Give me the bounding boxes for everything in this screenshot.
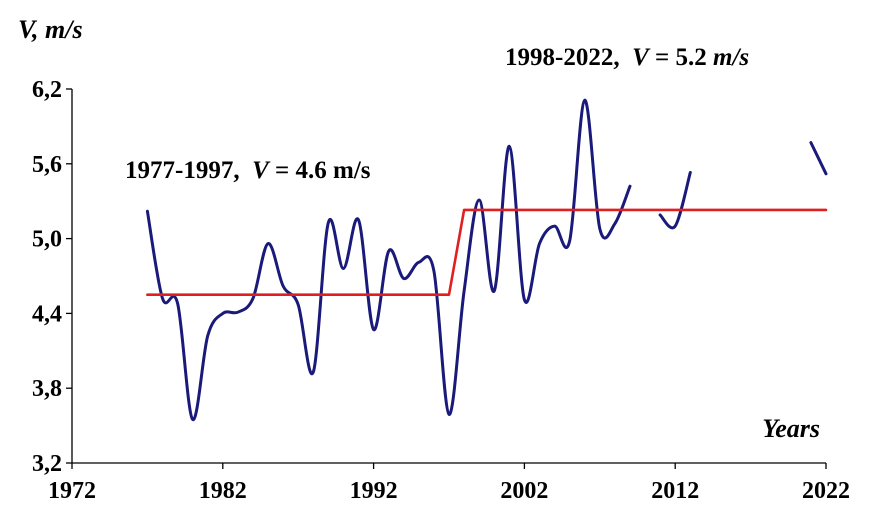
annotation-1977-1997-years: 1977-1997 (125, 157, 233, 184)
y-tick-label: 4,4 (32, 301, 62, 327)
x-tick-label: 2022 (802, 478, 850, 504)
x-axis-title: Years (762, 414, 820, 443)
x-tick-label: 2002 (500, 478, 548, 504)
y-axis-title: V, m/s (18, 15, 83, 44)
period-mean-line-segment-1 (146, 208, 828, 296)
annotation-1998-2022-var: V (632, 44, 651, 71)
annotation-1998-2022-value: = 5.2 (649, 44, 713, 71)
y-tick-label: 6,2 (32, 77, 62, 103)
annotation-1998-2022: 1998-2022, V = 5.2 m/s (505, 44, 749, 71)
x-tick-label: 2012 (651, 478, 699, 504)
annotation-1977-1997: 1977-1997, V = 4.6 m/s (125, 157, 371, 184)
annotation-1998-2022-years: 1998-2022 (505, 44, 613, 71)
y-tick-label: 5,6 (32, 152, 62, 178)
x-tick-label: 1992 (350, 478, 398, 504)
wind-speed-line-segment-3 (809, 141, 828, 176)
wind-speed-line-segment-1 (145, 98, 632, 421)
wind-speed-line-segment-2 (658, 171, 692, 230)
y-tick-label: 3,2 (32, 451, 62, 477)
y-tick-label: 3,8 (32, 376, 62, 402)
annotation-1977-1997-var: V (252, 157, 271, 184)
axes: 3,2 3,8 4,4 5,0 5,6 6,2 1972 1982 1992 2002 2012 20… (32, 77, 850, 504)
annotation-1977-1997-value: = 4.6 m/s (269, 157, 371, 184)
series-layer (145, 98, 828, 421)
y-tick-label: 5,0 (32, 227, 62, 253)
annotation-1998-2022-unit: m/s (713, 44, 749, 71)
x-tick-label: 1982 (199, 478, 247, 504)
x-tick-label: 1972 (48, 478, 96, 504)
